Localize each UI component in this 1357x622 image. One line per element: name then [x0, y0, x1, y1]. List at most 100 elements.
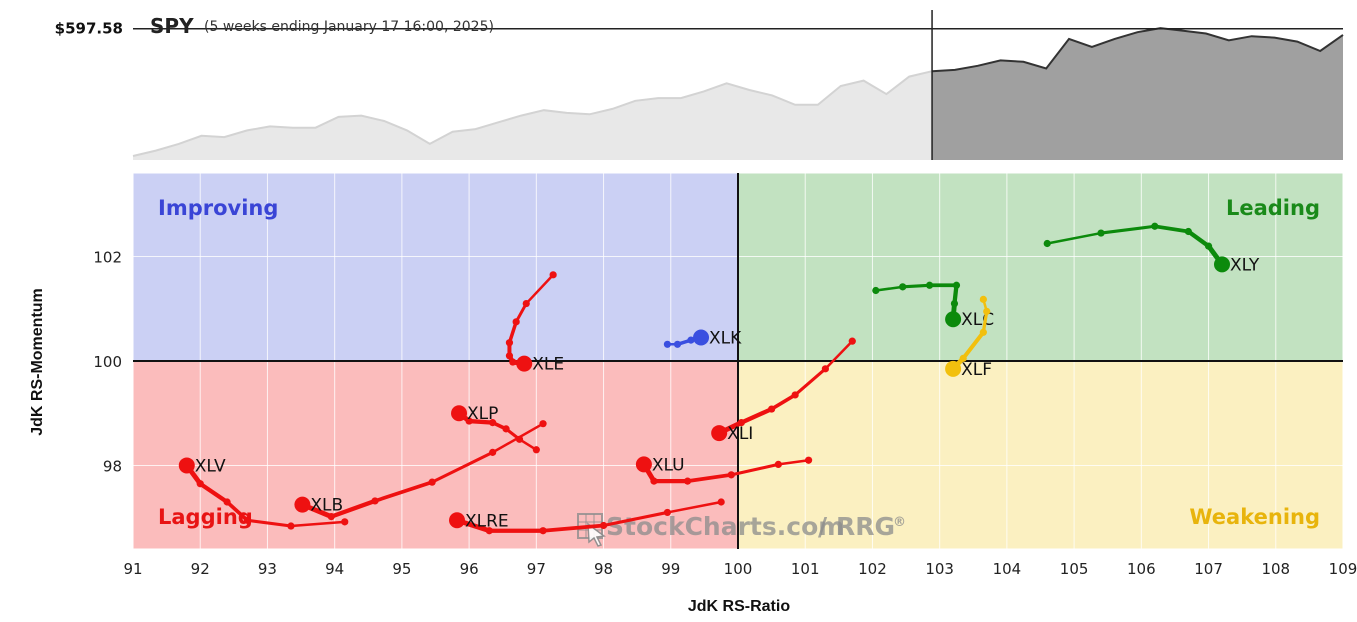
series-head-point[interactable]	[945, 360, 962, 377]
tail-point	[341, 518, 349, 526]
series-label: XLE	[532, 355, 564, 375]
tail-segment	[507, 320, 518, 345]
series-head-point[interactable]	[516, 355, 533, 372]
x-tick-label: 106	[1127, 560, 1156, 578]
quadrant-label-lagging: Lagging	[158, 505, 253, 529]
x-axis-title: JdK RS-Ratio	[688, 598, 790, 615]
tail-segment	[1186, 229, 1211, 249]
series-head-point[interactable]	[711, 425, 728, 442]
series-head-point[interactable]	[449, 512, 466, 529]
tail-point	[663, 508, 672, 517]
x-tick-label: 95	[392, 560, 411, 578]
series-xle: XLE	[505, 271, 564, 375]
series-head-point[interactable]	[178, 457, 195, 474]
series-head-point[interactable]	[635, 456, 652, 473]
tail-point	[371, 497, 379, 505]
tail-point	[737, 419, 745, 427]
series-label: XLRE	[465, 511, 509, 531]
tail-point	[539, 527, 547, 535]
tail-segment	[245, 518, 293, 528]
quadrant-improving	[133, 173, 738, 361]
tail-segment	[901, 283, 932, 289]
tail-segment	[329, 498, 378, 519]
series-label: XLY	[1230, 255, 1260, 275]
tail-point	[599, 521, 608, 530]
tail-point	[979, 295, 987, 303]
series-label: XLI	[727, 424, 753, 444]
series-head-point[interactable]	[1214, 256, 1230, 273]
y-axis-title: JdK RS-Momentum	[29, 288, 46, 436]
tail-point	[925, 281, 934, 289]
quadrant-label-improving: Improving	[158, 196, 278, 220]
tail-point	[327, 513, 335, 521]
tail-point	[804, 456, 813, 464]
tail-segment	[769, 393, 797, 411]
series-head-point[interactable]	[451, 405, 468, 422]
x-tick-label: 104	[993, 560, 1022, 578]
tail-segment	[793, 367, 827, 397]
tail-segment	[430, 450, 495, 484]
tail-point	[663, 340, 672, 348]
tail-point	[489, 419, 497, 427]
series-xlk: XLK	[663, 329, 742, 349]
tail-point	[1043, 239, 1051, 248]
tail-point	[539, 420, 547, 428]
series-xly: XLY	[1043, 222, 1260, 275]
x-tick-label: 100	[724, 560, 753, 578]
series-xli: XLI	[711, 337, 856, 444]
quadrant-leading	[738, 173, 1343, 361]
tail-point	[522, 299, 530, 308]
x-tick-label: 109	[1329, 560, 1357, 578]
y-tick-label: 98	[103, 457, 122, 475]
spy-price-label: $597.58	[55, 20, 123, 38]
quadrant-weakening	[738, 361, 1343, 549]
x-tick-label: 108	[1261, 560, 1290, 578]
series-label: XLB	[310, 496, 343, 516]
tail-segment	[541, 523, 606, 533]
series-head-point[interactable]	[693, 329, 710, 346]
tail-point	[428, 478, 436, 486]
x-tick-label: 107	[1194, 560, 1223, 578]
tail-segment	[1045, 231, 1103, 245]
tail-point	[196, 480, 204, 488]
tail-point	[243, 516, 251, 524]
tail-point	[791, 391, 799, 399]
tail-point	[512, 318, 520, 326]
tail-point	[717, 498, 725, 506]
spy-symbol: SPY	[150, 14, 194, 38]
x-tick-label: 97	[527, 560, 546, 578]
tail-segment	[739, 406, 774, 425]
tail-point	[774, 460, 782, 468]
tail-segment	[466, 418, 495, 425]
tail-point	[979, 328, 987, 336]
y-axis-ticks: 98 100 102	[93, 249, 122, 476]
x-tick-label: 92	[191, 560, 210, 578]
x-tick-label: 96	[460, 560, 479, 578]
tail-point	[532, 446, 540, 454]
watermark-registered-mark: ®	[893, 515, 906, 530]
series-xlp: XLP	[451, 404, 540, 454]
x-tick-label: 101	[791, 560, 820, 578]
series-head-point[interactable]	[294, 496, 311, 513]
x-tick-label: 98	[594, 560, 613, 578]
series-label: XLK	[709, 329, 742, 349]
tail-point	[1184, 227, 1192, 236]
series-label: XLF	[961, 360, 992, 380]
tail-segment	[666, 500, 723, 514]
tail-point	[509, 358, 517, 366]
tail-point	[502, 425, 510, 433]
series-head-point[interactable]	[945, 311, 962, 328]
spy-period: (5 weeks ending January 17 16:00, 2025)	[204, 19, 494, 35]
tail-point	[959, 354, 967, 362]
series-xlb: XLB	[294, 420, 547, 521]
series-xlf: XLF	[945, 295, 992, 380]
tail-point	[821, 365, 829, 373]
tail-segment	[777, 458, 810, 466]
tail-point	[673, 340, 682, 348]
rrg-plot-area: Improving Leading Lagging Weakening Stoc…	[132, 172, 1344, 550]
series-xlv: XLV	[178, 456, 349, 530]
series-label: XLU	[652, 455, 685, 475]
tail-segment	[685, 472, 734, 483]
